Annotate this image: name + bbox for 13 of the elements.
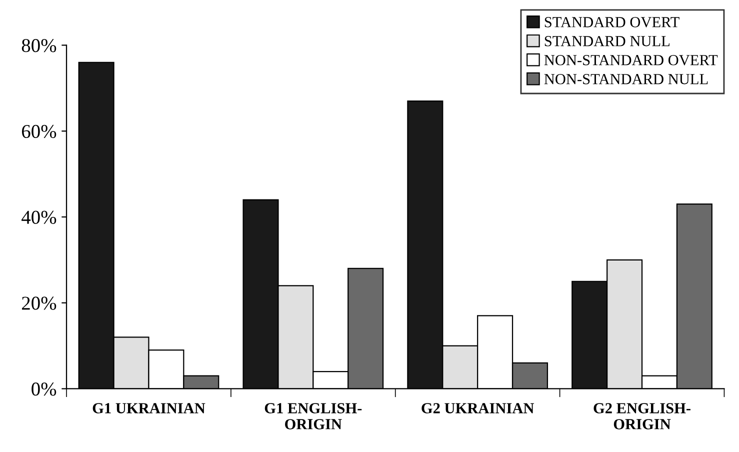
y-tick-label: 20% bbox=[22, 296, 56, 310]
y-tick-label: 80% bbox=[22, 39, 56, 52]
y-tick-label: 0% bbox=[32, 382, 56, 396]
legend-label: NON-STANDARD NULL bbox=[544, 74, 708, 84]
x-tick-label: G2 UKRAINIAN bbox=[422, 403, 534, 414]
legend-label: NON-STANDARD OVERT bbox=[544, 55, 718, 66]
x-tick-label: G2 ENGLISH- ORIGIN bbox=[594, 403, 690, 430]
legend-label: STANDARD OVERT bbox=[544, 17, 680, 28]
legend-label: STANDARD NULL bbox=[544, 36, 670, 46]
x-tick-label: G1 UKRAINIAN bbox=[92, 403, 206, 414]
y-tick-label: 40% bbox=[22, 210, 56, 224]
y-tick-label: 60% bbox=[22, 124, 56, 138]
x-tick-label: G1 ENGLISH- ORIGIN bbox=[264, 403, 362, 430]
